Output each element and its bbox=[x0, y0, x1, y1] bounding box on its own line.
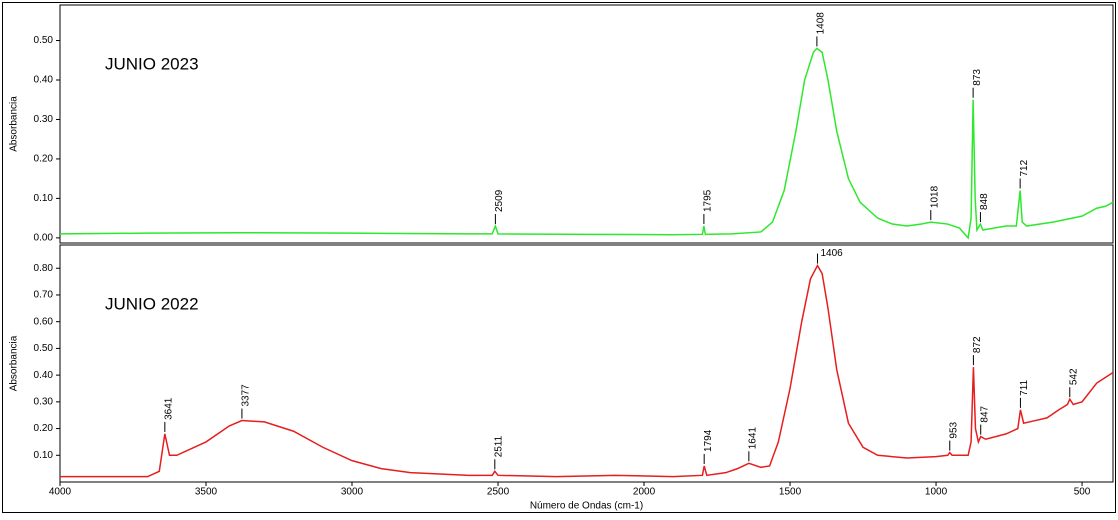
peak-label: 711 bbox=[1019, 379, 1030, 395]
peak-label: 872 bbox=[972, 336, 983, 353]
x-tick-label: 4000 bbox=[49, 487, 72, 498]
y-tick-label: 0.20 bbox=[34, 423, 54, 434]
peak-label: 3641 bbox=[163, 397, 174, 420]
peak-label: 1794 bbox=[703, 429, 714, 452]
y-tick-label: 0.40 bbox=[34, 75, 54, 86]
outer-frame bbox=[2, 2, 1116, 513]
peak-label: 1795 bbox=[703, 189, 714, 212]
peak-label: 1406 bbox=[820, 248, 843, 259]
y-tick-label: 0.50 bbox=[34, 343, 54, 354]
peak-label: 2509 bbox=[494, 189, 505, 212]
y-tick-label: 0.80 bbox=[34, 263, 54, 274]
x-axis-label: Número de Ondas (cm-1) bbox=[530, 501, 643, 512]
spectrum-line bbox=[59, 47, 1114, 240]
x-tick-label: 500 bbox=[1074, 487, 1091, 498]
y-tick-label: 0.60 bbox=[34, 316, 54, 327]
y-tick-label: 0.40 bbox=[34, 370, 54, 381]
peak-label: 1018 bbox=[929, 185, 940, 208]
y-axis-label: Absorbancia bbox=[9, 335, 20, 391]
plot-frame bbox=[59, 244, 1114, 483]
x-tick-label: 2500 bbox=[487, 487, 510, 498]
y-tick-label: 0.10 bbox=[34, 450, 54, 461]
series-label: JUNIO 2022 bbox=[105, 294, 199, 313]
peak-label: 712 bbox=[1019, 159, 1030, 176]
peak-label: 542 bbox=[1068, 368, 1079, 385]
y-tick-label: 0.10 bbox=[34, 193, 54, 204]
y-tick-label: 0.70 bbox=[34, 290, 54, 301]
x-tick-label: 3000 bbox=[341, 487, 364, 498]
y-tick-label: 0.30 bbox=[34, 396, 54, 407]
y-tick-label: 0.50 bbox=[34, 35, 54, 46]
peak-label: 848 bbox=[979, 193, 990, 210]
x-tick-label: 1500 bbox=[779, 487, 802, 498]
peak-label: 847 bbox=[979, 405, 990, 422]
x-tick-label: 1000 bbox=[925, 487, 948, 498]
peak-label: 2511 bbox=[493, 435, 504, 457]
plot-frame bbox=[59, 4, 1114, 244]
peak-label: 1641 bbox=[748, 427, 759, 450]
x-tick-label: 2000 bbox=[633, 487, 656, 498]
peak-label: 873 bbox=[972, 69, 983, 86]
peak-label: 1408 bbox=[816, 12, 827, 35]
y-axis-label: Absorbancia bbox=[9, 96, 20, 152]
peak-label: 3377 bbox=[241, 384, 252, 407]
y-tick-label: 0.30 bbox=[34, 114, 54, 125]
x-tick-label: 3500 bbox=[195, 487, 218, 498]
spectrum-line bbox=[60, 264, 1114, 478]
y-tick-label: 0.00 bbox=[34, 233, 54, 244]
series-label: JUNIO 2023 bbox=[105, 54, 199, 73]
y-tick-label: 0.20 bbox=[34, 154, 54, 165]
peak-label: 953 bbox=[948, 421, 959, 438]
